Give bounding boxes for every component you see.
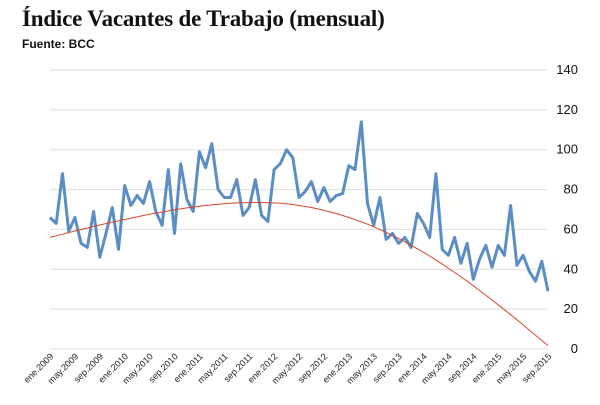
chart-title: Índice Vacantes de Trabajo (mensual) — [22, 6, 385, 31]
chart-subtitle: Fuente: BCC — [22, 37, 95, 51]
y-tick-label: 140 — [556, 62, 578, 77]
y-tick-label: 120 — [556, 102, 578, 117]
y-tick-label: 20 — [564, 301, 578, 316]
y-tick-label: 60 — [564, 221, 578, 236]
trend-line — [49, 202, 549, 346]
y-tick-label: 0 — [571, 341, 578, 356]
y-axis-labels: 0 20 40 60 80 100 120 140 — [556, 62, 578, 356]
series-line-index — [48, 120, 550, 292]
y-tick-label: 100 — [556, 142, 578, 157]
y-tick-label: 40 — [564, 261, 578, 276]
gridlines — [50, 69, 548, 350]
series-lines — [48, 120, 550, 346]
x-axis-labels: ene.2009may.2009sep.2009ene.2010may.2010… — [22, 351, 554, 386]
y-tick-label: 80 — [564, 182, 578, 197]
